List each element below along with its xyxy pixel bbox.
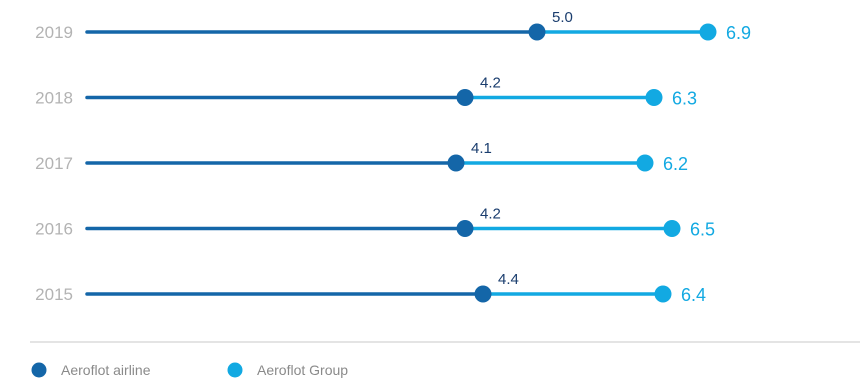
group-point-2016 bbox=[663, 220, 681, 237]
legend-marker-airline bbox=[31, 362, 47, 378]
group-value-label-2019: 6.9 bbox=[726, 23, 751, 43]
group-point-2017 bbox=[636, 154, 654, 172]
group-point-2018 bbox=[645, 89, 663, 106]
legend-marker-group bbox=[227, 362, 243, 378]
group-value-label-2018: 6.3 bbox=[672, 89, 697, 109]
airline-value-label-2015: 4.4 bbox=[498, 271, 519, 288]
airline-value-label-2019: 5.0 bbox=[552, 9, 573, 26]
year-label-2019: 2019 bbox=[35, 23, 73, 42]
group-point-2015 bbox=[654, 285, 672, 303]
airline-point-2018 bbox=[456, 89, 474, 106]
legend-label-airline: Aeroflot airline bbox=[61, 362, 151, 378]
airline-point-2016 bbox=[456, 220, 474, 237]
year-label-2017: 2017 bbox=[35, 154, 73, 173]
group-value-label-2017: 6.2 bbox=[663, 154, 688, 174]
airline-point-2017 bbox=[447, 154, 465, 172]
year-label-2015: 2015 bbox=[35, 285, 73, 304]
year-label-2016: 2016 bbox=[35, 220, 73, 239]
legend-label-group: Aeroflot Group bbox=[257, 362, 348, 378]
airline-point-2015 bbox=[474, 285, 492, 303]
airline-value-label-2016: 4.2 bbox=[480, 206, 501, 223]
year-label-2018: 2018 bbox=[35, 89, 73, 108]
group-value-label-2015: 6.4 bbox=[681, 285, 706, 305]
group-point-2019 bbox=[699, 23, 717, 41]
airline-point-2019 bbox=[528, 23, 546, 41]
airline-value-label-2017: 4.1 bbox=[471, 140, 492, 157]
airline-value-label-2018: 4.2 bbox=[480, 75, 501, 92]
group-value-label-2016: 6.5 bbox=[690, 220, 715, 240]
